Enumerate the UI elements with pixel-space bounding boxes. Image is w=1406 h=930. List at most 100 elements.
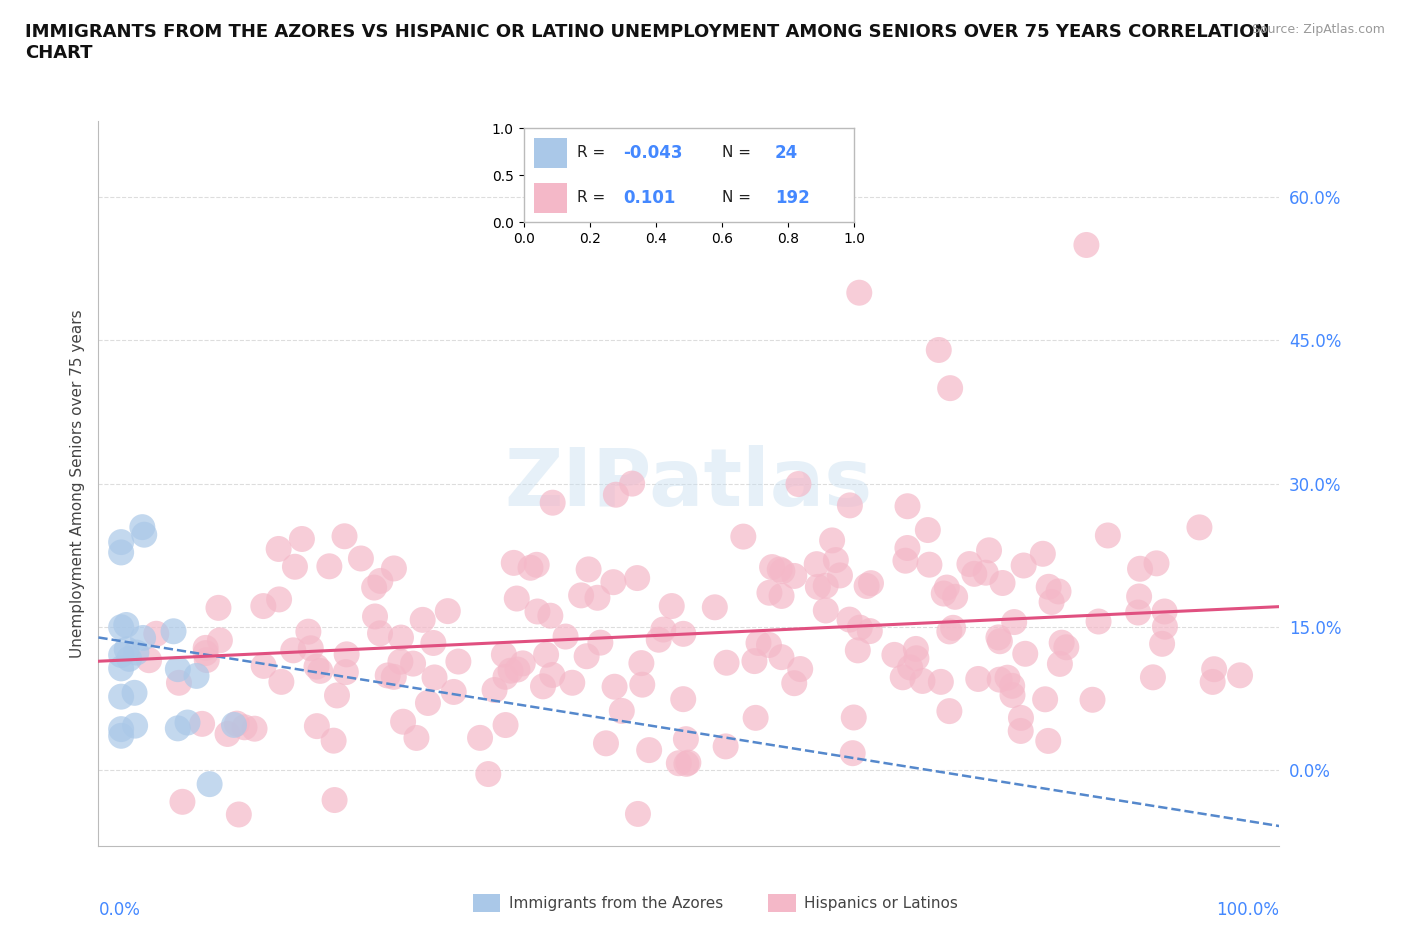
Point bbox=[991, 576, 1014, 591]
Point bbox=[938, 704, 960, 719]
Point bbox=[1128, 589, 1150, 604]
Point bbox=[495, 670, 517, 684]
Point bbox=[443, 684, 465, 699]
Point bbox=[1047, 584, 1070, 599]
Point bbox=[484, 683, 506, 698]
Point bbox=[675, 732, 697, 747]
Point bbox=[595, 736, 617, 751]
Point bbox=[929, 674, 952, 689]
Point bbox=[787, 476, 810, 491]
Point bbox=[988, 672, 1011, 687]
Point bbox=[1001, 678, 1024, 693]
Point bbox=[911, 673, 934, 688]
Point bbox=[1010, 724, 1032, 738]
Point bbox=[807, 579, 830, 594]
Point bbox=[1201, 674, 1223, 689]
Point bbox=[364, 609, 387, 624]
Point bbox=[186, 669, 208, 684]
Point bbox=[253, 658, 276, 673]
Point bbox=[918, 557, 941, 572]
Point bbox=[124, 718, 146, 733]
Point bbox=[733, 529, 755, 544]
Point bbox=[124, 685, 146, 700]
Point bbox=[389, 654, 412, 669]
Point bbox=[602, 575, 624, 590]
Point bbox=[176, 715, 198, 730]
Point bbox=[859, 576, 882, 591]
Point bbox=[392, 714, 415, 729]
Point bbox=[172, 794, 194, 809]
Point bbox=[402, 657, 425, 671]
Point bbox=[226, 716, 249, 731]
Point bbox=[512, 656, 534, 671]
Point bbox=[638, 743, 661, 758]
Point bbox=[967, 671, 990, 686]
Point bbox=[668, 756, 690, 771]
Point bbox=[1204, 662, 1226, 677]
Point bbox=[1010, 711, 1032, 725]
Point bbox=[132, 631, 155, 645]
Point bbox=[1033, 692, 1056, 707]
Text: 0.0%: 0.0% bbox=[98, 900, 141, 919]
Point bbox=[110, 722, 132, 737]
Point bbox=[191, 716, 214, 731]
Point bbox=[610, 703, 633, 718]
Point bbox=[631, 677, 654, 692]
Point bbox=[323, 792, 346, 807]
Point bbox=[648, 632, 671, 647]
Point bbox=[974, 565, 997, 580]
Point bbox=[904, 642, 927, 657]
Point bbox=[217, 726, 239, 741]
Text: Source: ZipAtlas.com: Source: ZipAtlas.com bbox=[1251, 23, 1385, 36]
Point bbox=[166, 721, 188, 736]
Point bbox=[208, 633, 231, 648]
Point bbox=[806, 557, 828, 572]
Point bbox=[125, 645, 148, 660]
Point bbox=[115, 642, 138, 657]
Point bbox=[1014, 646, 1036, 661]
Point bbox=[917, 523, 939, 538]
Point bbox=[586, 591, 609, 605]
Point bbox=[578, 562, 600, 577]
Point bbox=[1038, 579, 1060, 594]
Text: IMMIGRANTS FROM THE AZORES VS HISPANIC OR LATINO UNEMPLOYMENT AMONG SENIORS OVER: IMMIGRANTS FROM THE AZORES VS HISPANIC O… bbox=[25, 23, 1270, 62]
Point bbox=[1229, 668, 1251, 683]
Point bbox=[569, 588, 592, 603]
Point bbox=[1142, 670, 1164, 684]
Point bbox=[207, 601, 229, 616]
Point bbox=[1038, 734, 1060, 749]
Point bbox=[167, 662, 190, 677]
Point bbox=[678, 755, 700, 770]
Point bbox=[110, 728, 132, 743]
Point bbox=[652, 622, 675, 637]
Point bbox=[605, 487, 627, 502]
Point bbox=[894, 553, 917, 568]
Point bbox=[309, 663, 332, 678]
Text: Hispanics or Latinos: Hispanics or Latinos bbox=[804, 896, 957, 910]
Point bbox=[789, 661, 811, 676]
Point bbox=[243, 722, 266, 737]
Point bbox=[942, 620, 965, 635]
Point bbox=[1012, 558, 1035, 573]
Point bbox=[905, 651, 928, 666]
Point bbox=[447, 654, 470, 669]
Point bbox=[714, 739, 737, 754]
Point bbox=[883, 647, 905, 662]
Point bbox=[526, 557, 548, 572]
Text: Immigrants from the Azores: Immigrants from the Azores bbox=[509, 896, 723, 910]
Point bbox=[370, 574, 392, 589]
Point bbox=[502, 555, 524, 570]
Point bbox=[855, 578, 877, 593]
Point bbox=[534, 647, 557, 662]
Point bbox=[162, 624, 184, 639]
Point bbox=[110, 689, 132, 704]
Point bbox=[382, 561, 405, 576]
Point bbox=[1040, 594, 1063, 609]
Point bbox=[1146, 556, 1168, 571]
Point bbox=[131, 520, 153, 535]
Point bbox=[318, 559, 340, 574]
Point bbox=[938, 624, 960, 639]
Point bbox=[291, 532, 314, 547]
Point bbox=[267, 541, 290, 556]
Point bbox=[626, 571, 648, 586]
